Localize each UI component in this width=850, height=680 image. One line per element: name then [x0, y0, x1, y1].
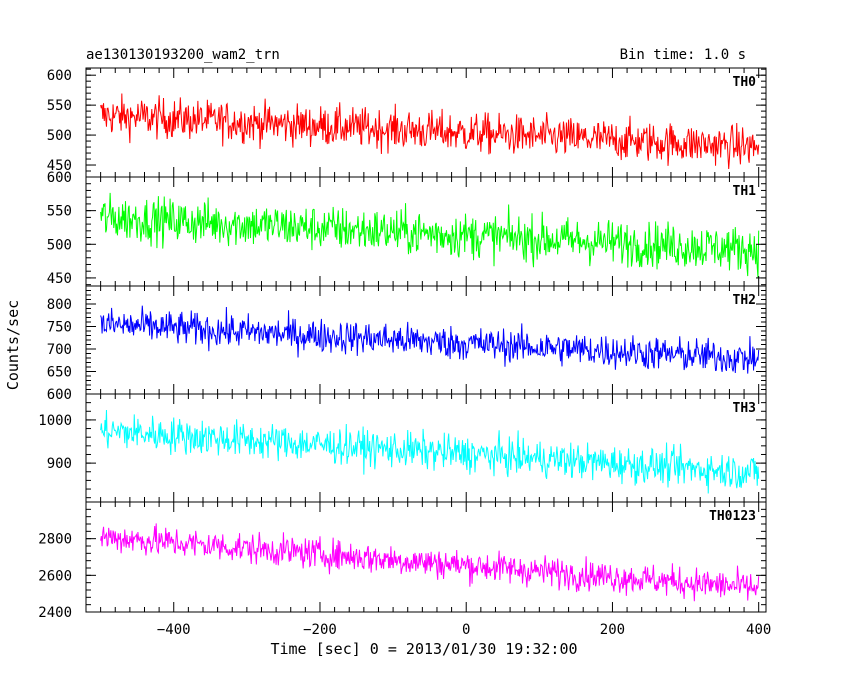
- series-line-th2: [100, 305, 760, 374]
- y-tick-label: 450: [47, 158, 72, 174]
- panel-th0123: 2400 2600 2800 TH0123: [38, 501, 767, 621]
- series-line-th0123: [100, 523, 760, 602]
- y-tick-label: 650: [47, 365, 72, 381]
- y-tick-label: 800: [47, 297, 72, 313]
- y-tick-label: 500: [47, 128, 72, 144]
- chart-title-left: ae130130193200_wam2_trn: [86, 47, 280, 63]
- panel-name-th3: TH3: [733, 401, 756, 416]
- y-tick-label: 600: [47, 387, 72, 403]
- panel-th3: 900 1000 TH3: [38, 393, 767, 503]
- panel-name-th0: TH0: [733, 75, 757, 90]
- y-tick-label: 600: [47, 68, 72, 84]
- x-axis: −400 −200 0 200 400: [157, 622, 771, 638]
- series-line-th1: [100, 192, 760, 278]
- x-tick-label: −200: [303, 622, 337, 638]
- y-tick-label: 450: [47, 271, 72, 287]
- panel-frame: [85, 67, 767, 178]
- y-tick-label: 750: [47, 320, 72, 336]
- x-tick-label: 200: [600, 622, 625, 638]
- y-tick-label: 2600: [38, 568, 72, 584]
- series-line-th0: [100, 93, 760, 170]
- y-tick-label: 2400: [38, 605, 72, 621]
- y-tick-label: 900: [47, 456, 72, 472]
- panel-name-th2: TH2: [733, 293, 756, 308]
- y-tick-label: 500: [47, 237, 72, 253]
- x-axis-label: Time [sec] 0 = 2013/01/30 19:32:00: [270, 640, 577, 658]
- panel-th2: 600 650 700 750 800 TH2: [47, 285, 767, 403]
- series-line-th3: [100, 410, 760, 494]
- panel-name-th0123: TH0123: [709, 509, 756, 524]
- y-tick-label: 550: [47, 98, 72, 114]
- panel-th1: 450 500 550 600 TH1: [47, 170, 767, 287]
- x-tick-label: 0: [462, 622, 470, 638]
- panels-group: 450 500 550 600 TH0 450 500 550 600 TH1 600 650 700 7…: [38, 67, 767, 621]
- y-tick-label: 2800: [38, 532, 72, 548]
- x-tick-label: 400: [746, 622, 771, 638]
- chart-title-right: Bin time: 1.0 s: [620, 47, 746, 63]
- y-tick-label: 550: [47, 204, 72, 220]
- panel-name-th1: TH1: [733, 184, 757, 199]
- y-tick-label: 1000: [38, 413, 72, 429]
- panel-th0: 450 500 550 600 TH0: [47, 67, 767, 178]
- x-tick-label: −400: [157, 622, 191, 638]
- y-tick-label: 700: [47, 342, 72, 358]
- panel-frame: [85, 501, 767, 613]
- y-axis-label: Counts/sec: [4, 300, 22, 390]
- y-tick-label: 600: [47, 170, 72, 186]
